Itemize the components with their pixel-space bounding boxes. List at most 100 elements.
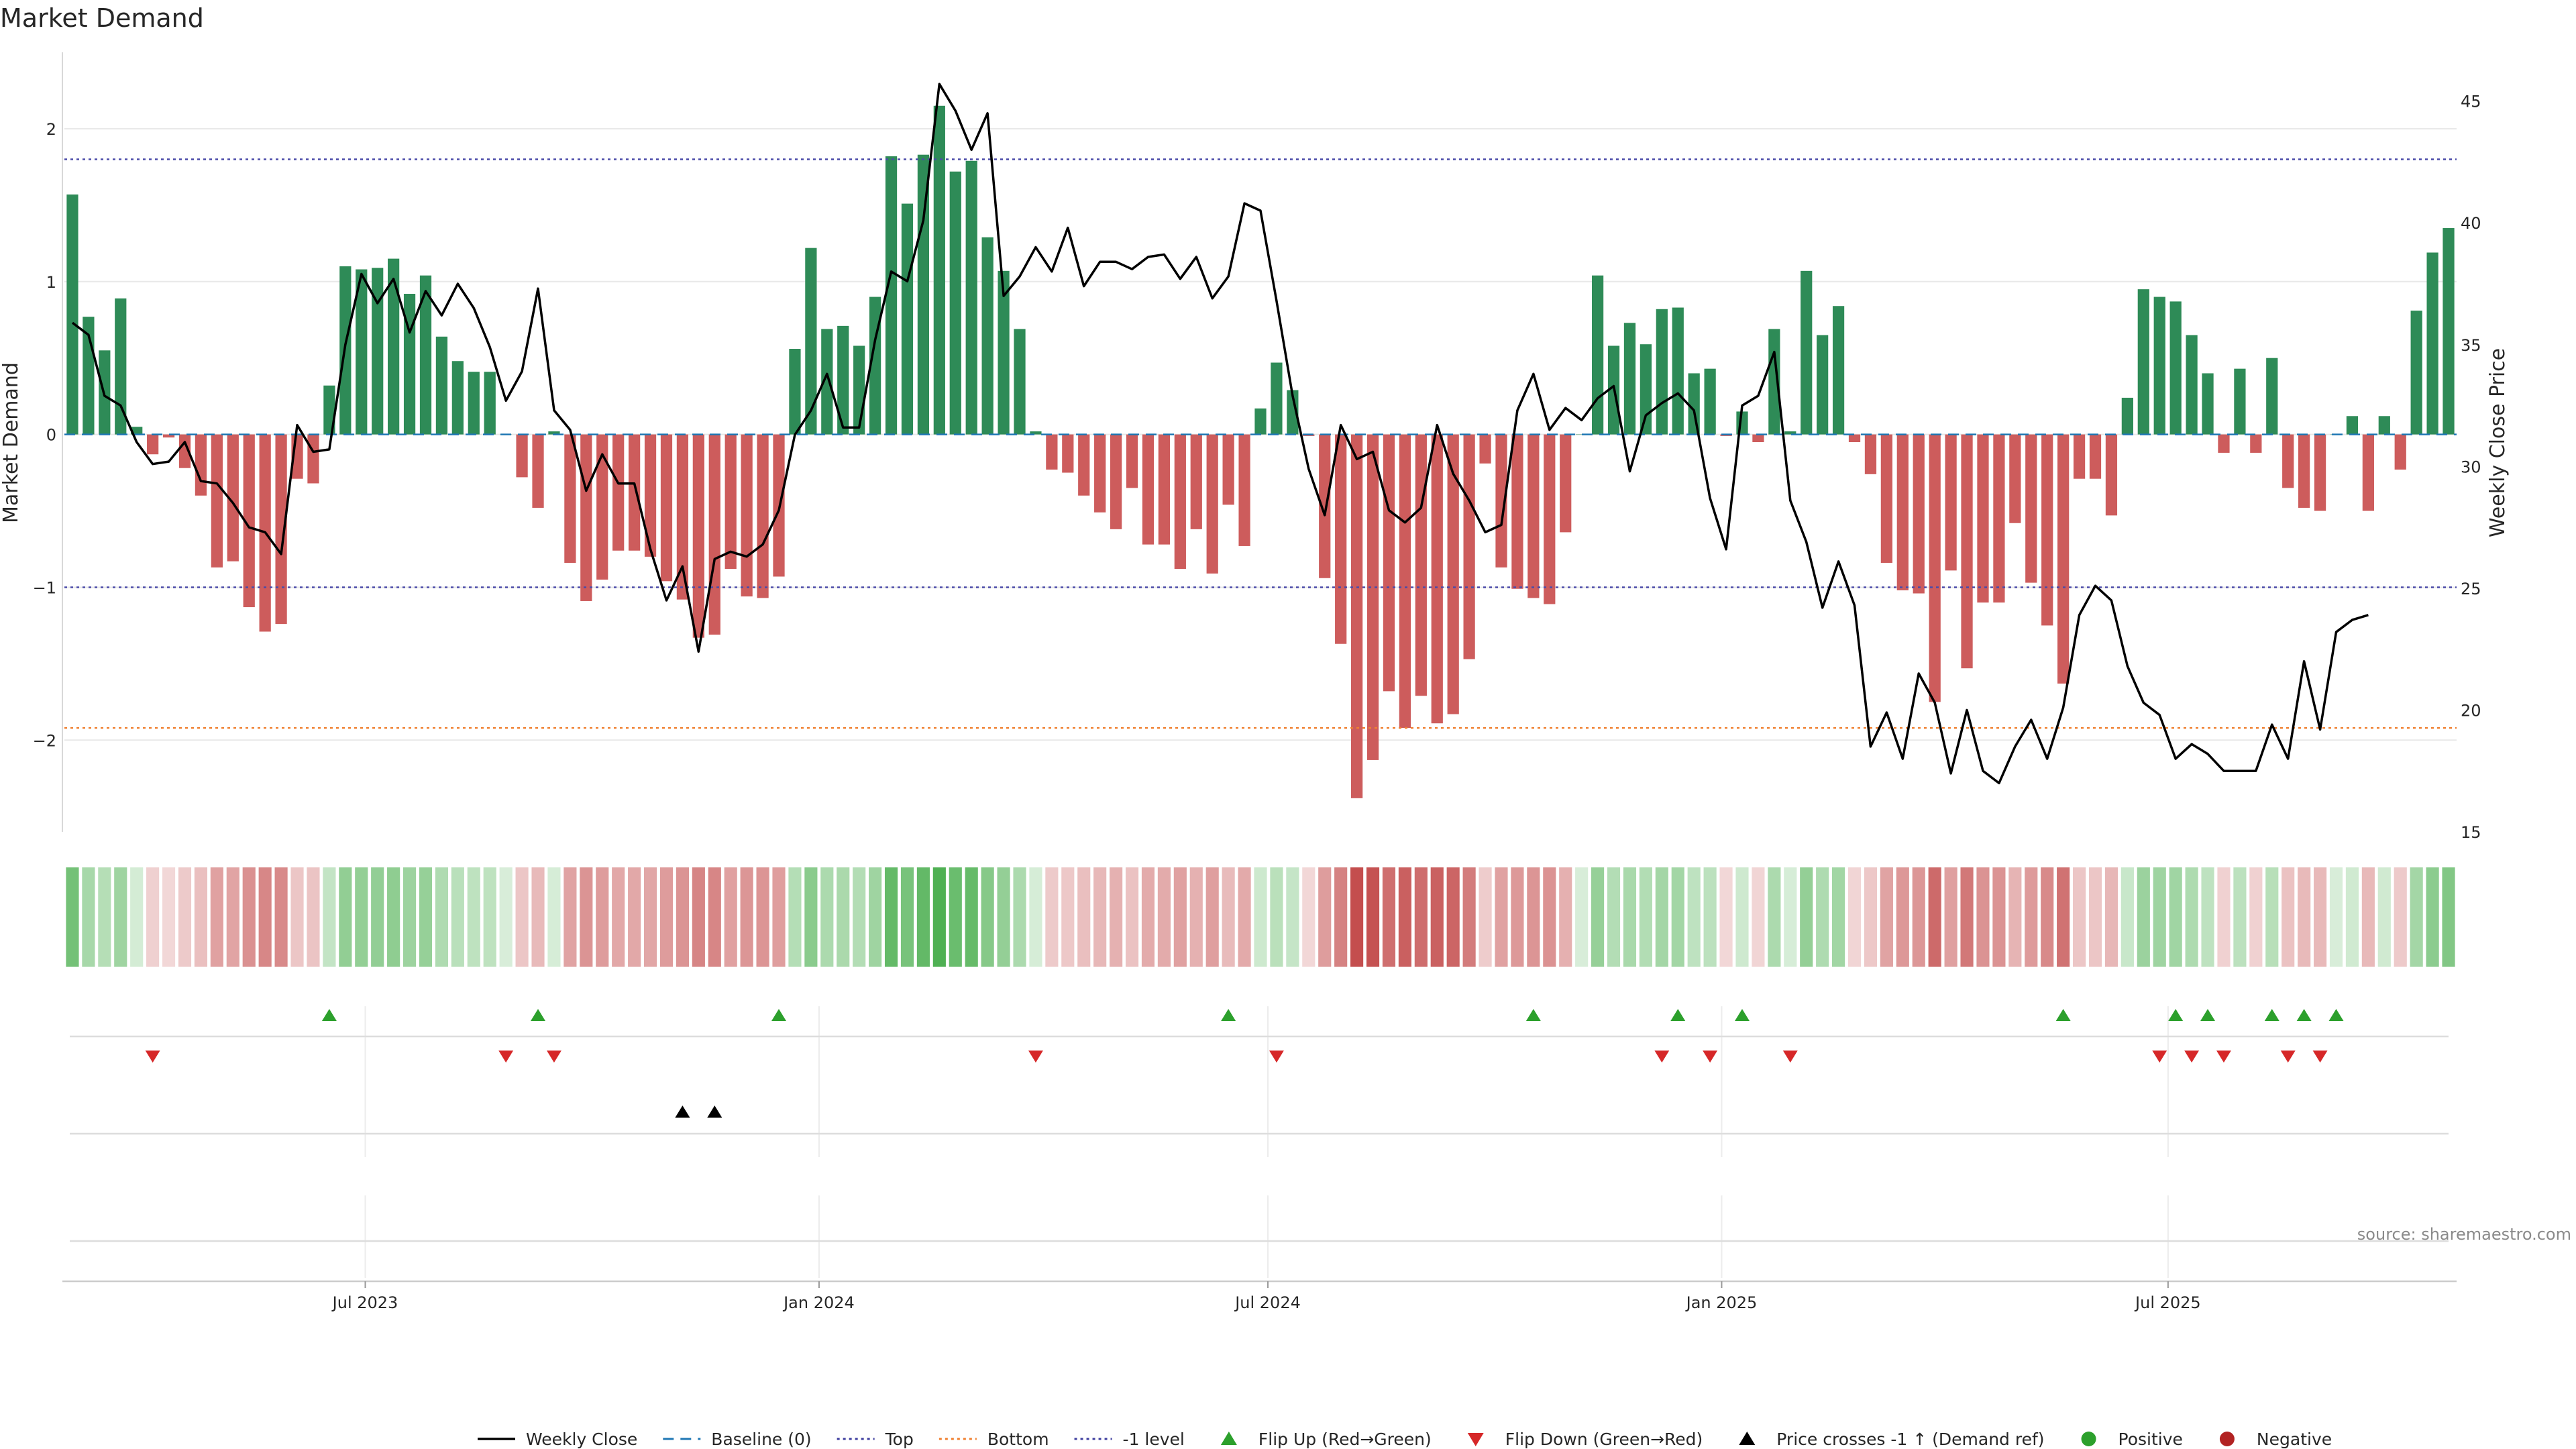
demand-bar — [1880, 434, 1892, 563]
demand-bar — [1544, 434, 1556, 604]
demand-bar — [468, 372, 480, 435]
heat-cell — [708, 867, 721, 967]
heat-cell — [884, 867, 898, 967]
demand-bar — [1768, 329, 1780, 435]
demand-bar — [2314, 434, 2326, 511]
demand-bar — [2410, 311, 2422, 435]
demand-bar — [2073, 434, 2086, 479]
demand-bar — [532, 434, 544, 508]
demand-bar — [419, 275, 432, 435]
heat-cell — [2361, 867, 2375, 967]
heat-cell — [1141, 867, 1155, 967]
flip-up-marker — [2055, 1009, 2071, 1021]
x-axis: Jul 2023 Jan 2024 Jul 2024 Jan 2025 Jul 2025 — [62, 1280, 2457, 1312]
legend-label: -1 level — [1123, 1430, 1185, 1449]
heat-cell — [756, 867, 769, 967]
heat-cell — [853, 867, 866, 967]
heat-cell — [2088, 867, 2102, 967]
heat-cell — [435, 867, 448, 967]
heat-cell — [997, 867, 1010, 967]
heat-cell — [1029, 867, 1042, 967]
demand-bar — [933, 105, 945, 435]
demand-bar — [1801, 270, 1813, 435]
heat-cell — [1944, 867, 1957, 967]
flip-down-marker — [1782, 1051, 1798, 1063]
heat-cell — [1446, 867, 1460, 967]
demand-bar — [1319, 434, 1331, 578]
legend-item: Price crosses -1 ↑ (Demand ref) — [1739, 1430, 2045, 1449]
heat-cell — [804, 867, 818, 967]
demand-bar — [676, 434, 689, 600]
demand-bar — [243, 434, 255, 608]
heat-cell — [467, 867, 480, 967]
y2-tick-label: 40 — [2461, 214, 2481, 233]
heat-cell — [1671, 867, 1684, 967]
demand-bar — [1864, 434, 1877, 474]
legend-item: -1 level — [1074, 1430, 1185, 1449]
heat-cell — [676, 867, 689, 967]
legend-swatch-triangle-up — [1220, 1432, 1237, 1445]
heat-cell — [146, 867, 160, 967]
demand-bar — [66, 194, 78, 435]
demand-bar — [1672, 307, 1684, 435]
x-tick-label: Jan 2024 — [782, 1293, 855, 1312]
heat-cell — [290, 867, 304, 967]
demand-bar — [516, 434, 528, 478]
demand-bar — [356, 269, 368, 435]
demand-bar — [1495, 434, 1507, 568]
heat-cell — [596, 867, 609, 967]
demand-bar — [965, 160, 977, 435]
heat-cell — [1591, 867, 1605, 967]
flip-up-marker — [321, 1009, 337, 1021]
heat-cell — [2410, 867, 2423, 967]
demand-bar — [1688, 373, 1700, 435]
heat-cell — [2008, 867, 2022, 967]
demand-bar — [1062, 434, 1074, 473]
legend-label: Weekly Close — [526, 1430, 637, 1449]
heat-cell — [2329, 867, 2343, 967]
heat-cell — [1976, 867, 1990, 967]
heat-cell — [82, 867, 95, 967]
demand-bar — [484, 372, 496, 435]
demand-bar — [1142, 434, 1155, 545]
heat-cell — [580, 867, 593, 967]
y-tick-label: 2 — [46, 120, 56, 139]
heat-cell — [1222, 867, 1235, 967]
y-tick-label: −2 — [33, 731, 56, 750]
demand-bar — [2443, 228, 2455, 435]
heat-cell — [2169, 867, 2182, 967]
demand-bar — [548, 431, 560, 435]
demand-bar — [2009, 434, 2021, 523]
chart-title: Market Demand — [0, 3, 204, 33]
legend-item: Negative — [2219, 1430, 2332, 1449]
heat-cell — [1864, 867, 1878, 967]
heat-cell — [242, 867, 256, 967]
demand-bar — [1046, 434, 1058, 470]
flip-up-marker — [1525, 1009, 1541, 1021]
heat-cell — [258, 867, 272, 967]
demand-bar — [1206, 434, 1218, 574]
heat-cell — [740, 867, 753, 967]
demand-bar — [1271, 362, 1283, 435]
demand-bar — [1030, 431, 1042, 435]
demand-bar — [949, 171, 961, 435]
heat-cell — [1125, 867, 1139, 967]
demand-bar — [1366, 434, 1379, 760]
heat-cell — [1655, 867, 1668, 967]
legend-label: Top — [885, 1430, 914, 1449]
heat-cell — [1430, 867, 1444, 967]
demand-bar — [821, 329, 833, 435]
demand-heat-strip — [66, 867, 2455, 967]
heat-cell — [1543, 867, 1556, 967]
heat-cell — [2025, 867, 2038, 967]
legend-swatch-triangle-down — [1467, 1433, 1484, 1446]
heat-cell — [402, 867, 417, 967]
flip-down-marker — [2216, 1051, 2231, 1063]
heat-cell — [531, 867, 545, 967]
x-tick-label: Jan 2025 — [1685, 1293, 1758, 1312]
flip-down-marker — [2152, 1051, 2167, 1063]
heat-cell — [820, 867, 834, 967]
heat-cell — [130, 867, 144, 967]
demand-bar — [741, 434, 753, 597]
demand-bar — [275, 434, 287, 625]
